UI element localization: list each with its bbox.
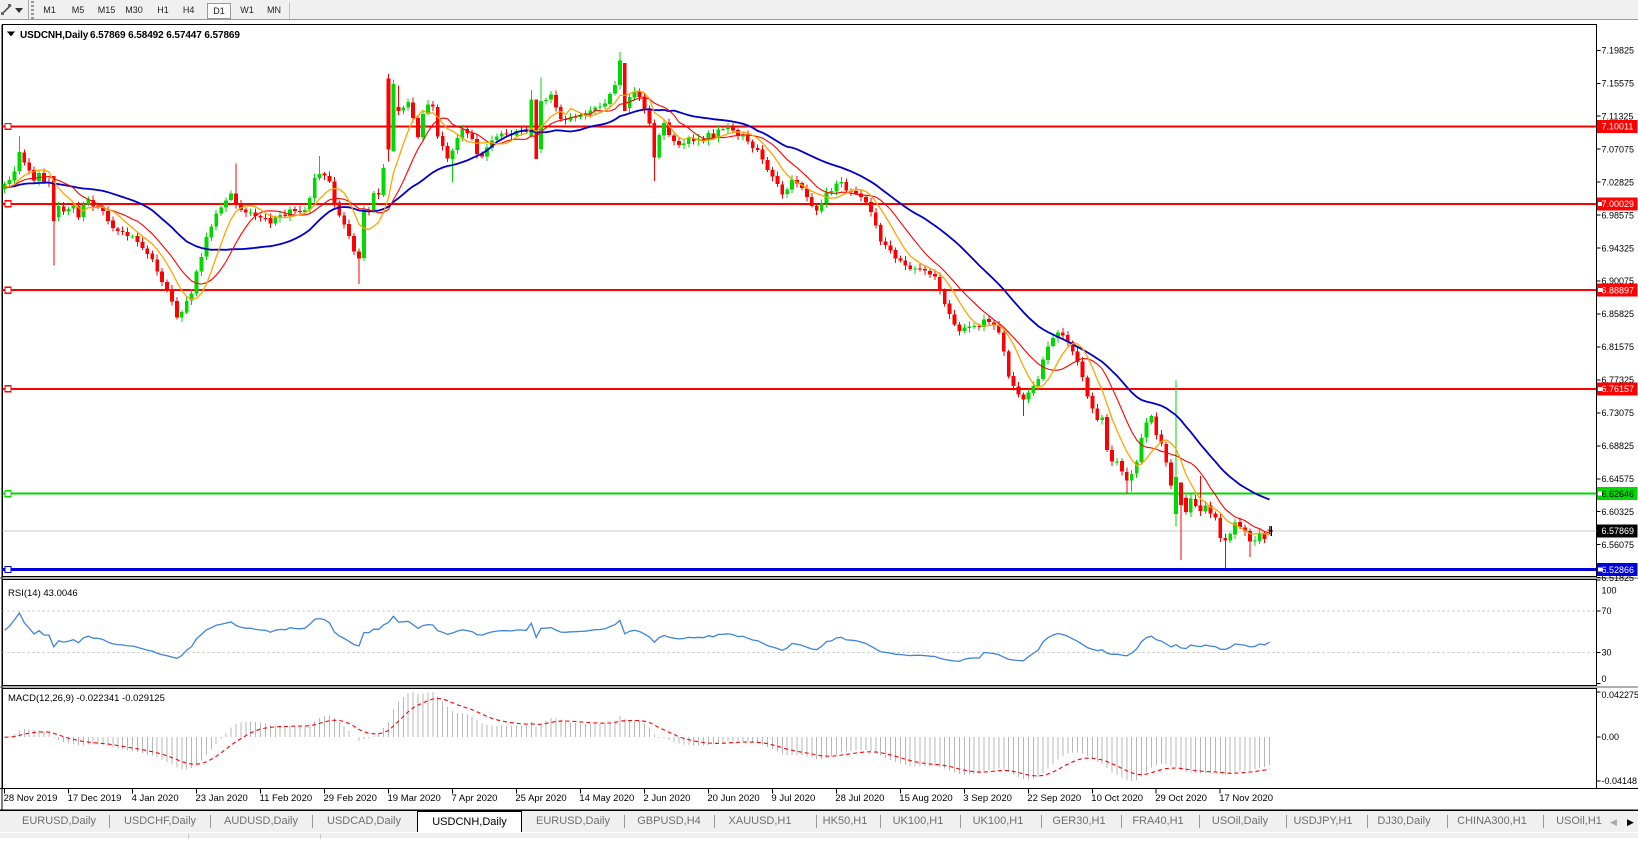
svg-text:-0.04148: -0.04148 — [1602, 776, 1638, 786]
svg-text:6.81575: 6.81575 — [1602, 342, 1635, 352]
svg-text:USDCNH,Daily: USDCNH,Daily — [20, 30, 89, 41]
svg-text:6.62646: 6.62646 — [1602, 489, 1635, 499]
svg-text:70: 70 — [1602, 606, 1612, 616]
svg-text:28 Jul 2020: 28 Jul 2020 — [835, 793, 884, 804]
svg-text:7.15575: 7.15575 — [1602, 79, 1635, 89]
svg-text:6.57869: 6.57869 — [1602, 526, 1635, 536]
svg-text:17 Nov 2020: 17 Nov 2020 — [1219, 793, 1273, 804]
svg-text:MACD(12,26,9) -0.022341 -0.029: MACD(12,26,9) -0.022341 -0.029125 — [8, 693, 165, 704]
svg-text:6.76157: 6.76157 — [1602, 384, 1635, 394]
svg-text:6.68825: 6.68825 — [1602, 441, 1635, 451]
svg-text:7.02825: 7.02825 — [1602, 177, 1635, 187]
svg-text:30: 30 — [1602, 648, 1612, 658]
svg-text:14 May 2020: 14 May 2020 — [579, 793, 634, 804]
svg-text:6.73075: 6.73075 — [1602, 408, 1635, 418]
svg-text:7.19825: 7.19825 — [1602, 46, 1635, 56]
svg-text:6.98575: 6.98575 — [1602, 210, 1635, 220]
svg-text:RSI(14) 43.0046: RSI(14) 43.0046 — [8, 588, 78, 599]
svg-text:7.07075: 7.07075 — [1602, 144, 1635, 154]
svg-text:7 Apr 2020: 7 Apr 2020 — [452, 793, 498, 804]
svg-text:29 Feb 2020: 29 Feb 2020 — [324, 793, 377, 804]
svg-text:15 Aug 2020: 15 Aug 2020 — [899, 793, 952, 804]
svg-text:7.10011: 7.10011 — [1602, 122, 1634, 132]
svg-text:2 Jun 2020: 2 Jun 2020 — [643, 793, 690, 804]
svg-text:10 Oct 2020: 10 Oct 2020 — [1091, 793, 1143, 804]
svg-text:9 Jul 2020: 9 Jul 2020 — [771, 793, 815, 804]
svg-text:6.56075: 6.56075 — [1602, 540, 1635, 550]
svg-text:11 Feb 2020: 11 Feb 2020 — [260, 793, 313, 804]
svg-text:6.88897: 6.88897 — [1602, 285, 1635, 295]
svg-text:4 Jan 2020: 4 Jan 2020 — [132, 793, 179, 804]
svg-text:17 Dec 2019: 17 Dec 2019 — [68, 793, 122, 804]
svg-text:6.52866: 6.52866 — [1602, 565, 1635, 575]
svg-text:100: 100 — [1602, 586, 1617, 596]
svg-text:0: 0 — [1602, 674, 1607, 684]
svg-text:22 Sep 2020: 22 Sep 2020 — [1027, 793, 1081, 804]
svg-text:25 Apr 2020: 25 Apr 2020 — [515, 793, 566, 804]
svg-text:6.60325: 6.60325 — [1602, 507, 1635, 517]
svg-text:20 Jun 2020: 20 Jun 2020 — [707, 793, 759, 804]
svg-text:6.85825: 6.85825 — [1602, 309, 1635, 319]
svg-text:6.57869 6.58492 6.57447 6.5786: 6.57869 6.58492 6.57447 6.57869 — [90, 30, 240, 41]
svg-text:6.64575: 6.64575 — [1602, 474, 1635, 484]
svg-text:19 Mar 2020: 19 Mar 2020 — [388, 793, 441, 804]
svg-text:29 Oct 2020: 29 Oct 2020 — [1155, 793, 1207, 804]
svg-text:6.94325: 6.94325 — [1602, 243, 1635, 253]
svg-text:0.00: 0.00 — [1602, 732, 1620, 742]
svg-text:28 Nov 2019: 28 Nov 2019 — [4, 793, 58, 804]
svg-text:7.00029: 7.00029 — [1602, 199, 1635, 209]
svg-text:23 Jan 2020: 23 Jan 2020 — [196, 793, 248, 804]
svg-text:0.042275: 0.042275 — [1602, 690, 1638, 700]
svg-text:3 Sep 2020: 3 Sep 2020 — [963, 793, 1012, 804]
